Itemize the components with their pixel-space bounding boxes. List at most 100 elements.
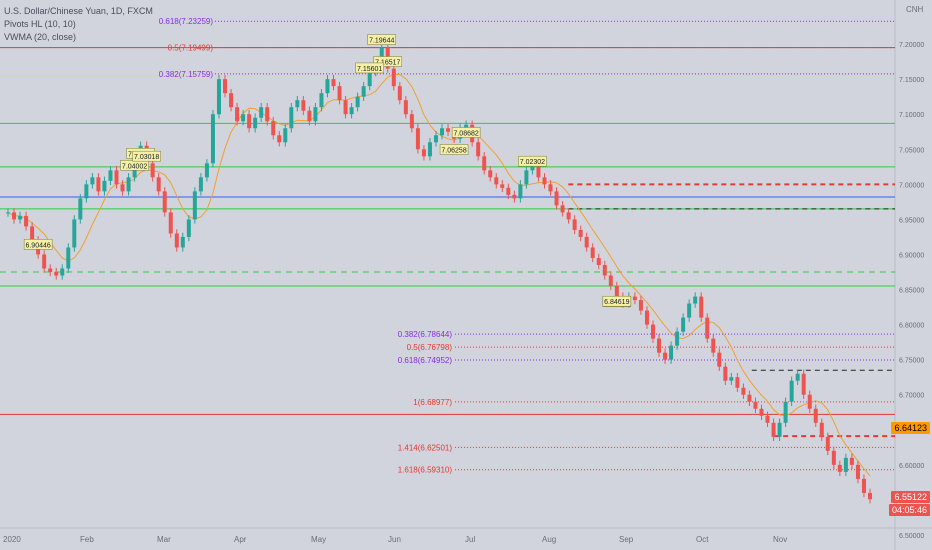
candle-body xyxy=(102,180,107,192)
candle-body xyxy=(524,170,529,185)
candle-body xyxy=(241,114,246,122)
candle-body xyxy=(596,257,601,265)
candle-body xyxy=(409,114,414,129)
candle-body xyxy=(361,86,366,97)
pivot-label: 7.16517 xyxy=(375,60,400,67)
candle-body xyxy=(367,72,372,87)
fib-level-label: 0.382(6.78644) xyxy=(398,330,453,339)
candle-body xyxy=(18,215,23,220)
candle-body xyxy=(831,450,836,465)
pivot-label-box xyxy=(451,127,481,138)
candle-body xyxy=(488,170,493,178)
candle-body xyxy=(602,265,607,276)
candle-body xyxy=(512,194,517,199)
candle-body xyxy=(186,219,191,237)
candle-body xyxy=(30,226,35,241)
candle-body xyxy=(699,296,704,318)
candle-body xyxy=(482,156,487,171)
candle-body xyxy=(391,68,396,87)
candle-body xyxy=(855,464,860,479)
candle-body xyxy=(807,394,812,409)
candle-body xyxy=(271,121,276,136)
candle-body xyxy=(705,317,710,339)
candle-body xyxy=(711,338,716,353)
y-tick-label: 7.05000 xyxy=(899,147,924,154)
candle-body xyxy=(554,191,559,206)
candle-body xyxy=(168,212,173,234)
x-tick-label: Sep xyxy=(619,535,634,544)
candle-body xyxy=(72,219,77,248)
candle-body xyxy=(464,124,469,129)
candle-body xyxy=(223,79,228,94)
candle-body xyxy=(265,107,270,122)
candle-body xyxy=(687,303,692,318)
candle-body xyxy=(415,128,420,150)
candle-body xyxy=(681,317,686,332)
candle-body xyxy=(343,100,348,115)
candle-body xyxy=(331,79,336,87)
candle-body xyxy=(96,177,101,192)
candle-body xyxy=(837,464,842,472)
candle-body xyxy=(229,93,234,108)
candle-body xyxy=(24,215,29,227)
y-tick-label: 7.20000 xyxy=(899,42,924,49)
currency-label: CNH xyxy=(906,5,924,14)
symbol-title: U.S. Dollar/Chinese Yuan, 1D, FXCM xyxy=(4,6,153,16)
candle-body xyxy=(548,184,553,192)
fib-level-label: 0.5(7.19499) xyxy=(168,44,214,53)
candle-body xyxy=(295,100,300,108)
candle-body xyxy=(765,415,770,423)
candle-body xyxy=(283,128,288,143)
candle-body xyxy=(777,422,782,437)
x-tick-label: Jul xyxy=(465,535,475,544)
pivot-label-box xyxy=(23,239,53,250)
fib-level-label: 0.618(7.23259) xyxy=(159,17,214,26)
candle-body xyxy=(301,100,306,111)
candle-body xyxy=(349,107,354,115)
y-tick-label: 6.50000 xyxy=(899,533,924,540)
candle-body xyxy=(66,247,71,269)
candle-body xyxy=(192,191,197,220)
candle-body xyxy=(12,212,17,220)
fib-level-label: 1(6.68977) xyxy=(413,398,452,407)
pivot-label: 7.06258 xyxy=(441,147,466,154)
candle-body xyxy=(90,177,95,185)
x-tick-label: Nov xyxy=(773,535,787,544)
candle-body xyxy=(614,286,619,297)
candle-body xyxy=(747,394,752,402)
y-tick-label: 6.95000 xyxy=(899,217,924,224)
fib-level-label: 0.382(7.15759) xyxy=(159,70,214,79)
candle-body xyxy=(108,170,113,181)
candle-body xyxy=(530,166,535,171)
x-tick-label: Apr xyxy=(234,535,247,544)
candle-body xyxy=(518,184,523,199)
candle-body xyxy=(174,233,179,248)
candle-body xyxy=(753,401,758,409)
candle-body xyxy=(500,184,505,188)
candle-body xyxy=(289,107,294,129)
candle-body xyxy=(379,47,384,62)
pivot-label: 7.03018 xyxy=(134,154,159,161)
indicator-pivots-label: Pivots HL (10, 10) xyxy=(4,19,76,29)
x-tick-label: Aug xyxy=(542,535,556,544)
candle-body xyxy=(42,254,47,269)
countdown-badge: 04:05:46 xyxy=(888,504,930,516)
candle-body xyxy=(78,198,83,220)
candle-body xyxy=(783,401,788,423)
candle-body xyxy=(572,219,577,230)
y-tick-label: 6.60000 xyxy=(899,463,924,470)
pivot-label-box xyxy=(367,34,396,45)
candle-body xyxy=(126,177,131,192)
candle-body xyxy=(433,135,438,143)
candle-body xyxy=(566,212,571,220)
candle-body xyxy=(741,387,746,395)
candle-body xyxy=(608,275,613,287)
x-tick-label: Oct xyxy=(696,535,709,544)
chart-legend: U.S. Dollar/Chinese Yuan, 1D, FXCM Pivot… xyxy=(4,5,153,44)
y-tick-label: 6.70000 xyxy=(899,393,924,400)
candle-body xyxy=(397,86,402,101)
indicator-vwma-label: VWMA (20, close) xyxy=(4,32,77,42)
y-tick-label: 6.75000 xyxy=(899,358,924,365)
candle-body xyxy=(663,352,668,360)
